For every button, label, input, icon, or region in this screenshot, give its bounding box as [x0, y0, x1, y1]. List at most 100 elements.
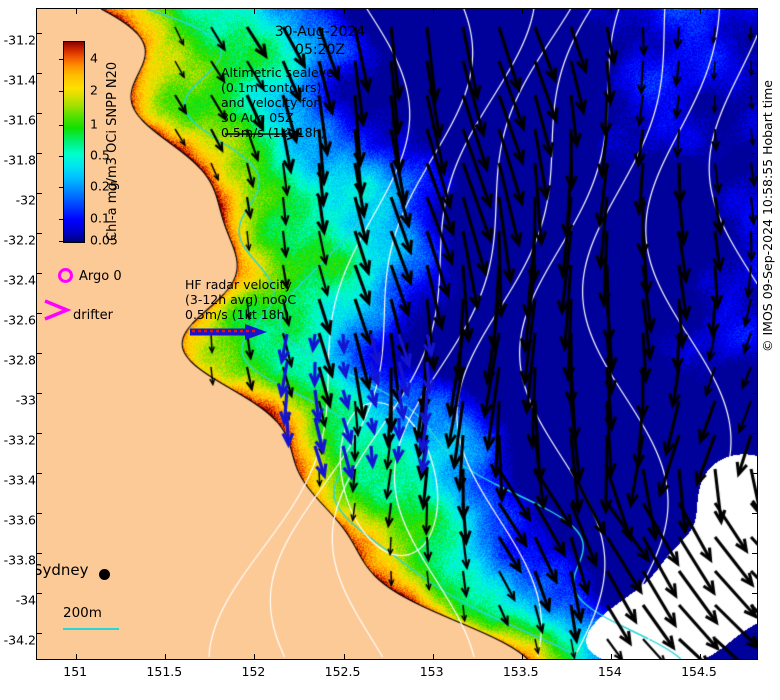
colorbar-tick-mark — [59, 156, 64, 158]
y-axis: -31.2 -31.4 -31.6 -31.8 -32 -32.2 -32.4 -32.6 -3… — [0, 8, 36, 660]
colorbar-tick-mark — [59, 240, 64, 242]
y-axis-tick-label: -33.6 — [3, 512, 36, 528]
axis-tick-mark — [752, 193, 757, 194]
axis-tick-mark — [752, 473, 757, 474]
y-axis-tick-label: -33.8 — [3, 552, 36, 568]
axis-tick-mark — [37, 433, 42, 434]
x-axis-tick-label: 151 — [63, 664, 88, 679]
axis-tick-mark — [37, 233, 42, 234]
y-axis-tick-label: -34 — [15, 592, 36, 608]
axis-tick-mark — [76, 9, 78, 14]
axis-tick-mark — [37, 273, 42, 274]
x-axis-tick-label: 154 — [597, 664, 622, 679]
colorbar-tick-mark — [59, 187, 64, 189]
axis-tick-mark — [165, 9, 167, 14]
axis-tick-mark — [699, 654, 701, 659]
y-axis-tick-label: -32.4 — [3, 272, 36, 288]
axis-tick-mark — [37, 473, 42, 474]
axis-tick-mark — [752, 353, 757, 354]
axis-tick-mark — [37, 353, 42, 354]
axis-tick-mark — [752, 553, 757, 554]
y-axis-tick-label: -31.8 — [3, 152, 36, 168]
altimetric-scale-arrow-icon — [225, 127, 304, 141]
colorbar-tick-label: 1 — [90, 116, 98, 132]
axis-tick-mark — [752, 273, 757, 274]
axis-tick-mark — [752, 593, 757, 594]
altimetric-annotation: Altimetric sealevel (0.1m contours) and … — [221, 65, 338, 140]
y-axis-tick-label: -34.2 — [3, 632, 36, 648]
axis-tick-mark — [432, 9, 434, 14]
axis-tick-mark — [37, 33, 42, 34]
y-axis-tick-label: -31.2 — [3, 32, 36, 48]
axis-tick-mark — [752, 33, 757, 34]
colorbar-tick-mark — [59, 218, 64, 220]
axis-tick-mark — [610, 654, 612, 659]
colorbar-title: Chl-a mg/m3 OCi SNPP N20 — [105, 61, 120, 241]
axis-tick-mark — [752, 633, 757, 634]
axis-tick-mark — [752, 513, 757, 514]
colorbar-tick-label: 0.1 — [90, 210, 110, 226]
y-axis-tick-label: -33 — [15, 392, 36, 408]
title-date: 30-Aug-2024 — [274, 24, 366, 40]
map-plot-area: 4 2 1 0.5 0.25 0.1 0.05 Chl-a mg/m3 OCi SNPP N… — [36, 8, 758, 660]
axis-tick-mark — [254, 654, 256, 659]
colorbar-tick-label: 2 — [90, 82, 98, 98]
bathymetry-scale-line — [63, 628, 119, 630]
axis-tick-mark — [37, 553, 42, 554]
axis-tick-mark — [37, 513, 42, 514]
x-axis-tick-label: 152 — [241, 664, 266, 679]
title-time: 05:20Z — [295, 42, 345, 58]
axis-tick-mark — [752, 153, 757, 154]
colorbar-tick-label: 0.05 — [90, 232, 118, 248]
x-axis: 151 151.5 152 152.5 153 153.5 154 154.5 — [36, 660, 758, 700]
axis-tick-mark — [254, 9, 256, 14]
axis-tick-mark — [37, 313, 42, 314]
y-axis-tick-label: -33.2 — [3, 432, 36, 448]
axis-tick-mark — [610, 9, 612, 14]
x-axis-tick-label: 152.5 — [324, 664, 361, 679]
city-label-sydney: Sydney — [36, 561, 89, 579]
colorbar-tick-mark — [59, 91, 64, 93]
axis-tick-mark — [752, 433, 757, 434]
y-axis-tick-label: -32 — [15, 192, 36, 208]
axis-tick-mark — [37, 113, 42, 114]
axis-tick-mark — [343, 9, 345, 14]
drifter-marker-icon — [44, 299, 72, 321]
axis-tick-mark — [752, 393, 757, 394]
velocity-vector-overlay — [37, 9, 757, 659]
colorbar-tick-mark — [59, 59, 64, 61]
colorbar-tick-mark — [59, 124, 64, 126]
colorbar: 4 2 1 0.5 0.25 0.1 0.05 — [59, 41, 118, 247]
argo-marker-icon — [58, 268, 73, 283]
colorbar-gradient — [59, 41, 85, 243]
axis-tick-mark — [37, 633, 42, 634]
drifter-legend-label: drifter — [73, 308, 113, 323]
credit-text: © IMOS 09-Sep-2024 10:58:55 Hobart time — [760, 80, 775, 352]
y-axis-tick-label: -31.6 — [3, 112, 36, 128]
y-axis-tick-label: -32.8 — [3, 352, 36, 368]
axis-tick-mark — [37, 193, 42, 194]
axis-tick-mark — [37, 73, 42, 74]
axis-tick-mark — [37, 393, 42, 394]
x-axis-tick-label: 153 — [419, 664, 444, 679]
colorbar-tick-label: 0.25 — [90, 178, 118, 194]
y-axis-tick-label: -32.6 — [3, 312, 36, 328]
axis-tick-mark — [752, 233, 757, 234]
x-axis-tick-label: 153.5 — [502, 664, 539, 679]
y-axis-tick-label: -31.4 — [3, 72, 36, 88]
axis-tick-mark — [343, 654, 345, 659]
axis-tick-mark — [432, 654, 434, 659]
colorbar-tick-label: 0.5 — [90, 147, 110, 163]
colorbar-tick-label: 4 — [90, 50, 98, 66]
axis-tick-mark — [76, 654, 78, 659]
axis-tick-mark — [752, 113, 757, 114]
axis-tick-mark — [37, 593, 42, 594]
axis-tick-mark — [752, 73, 757, 74]
axis-tick-mark — [521, 654, 523, 659]
city-marker-sydney — [99, 569, 110, 580]
axis-tick-mark — [752, 313, 757, 314]
axis-tick-mark — [37, 153, 42, 154]
hf-radar-annotation: HF radar velocity (3-12h avg) noQC 0.5m/… — [185, 277, 297, 322]
hf-radar-scale-arrow-icon — [190, 324, 267, 340]
